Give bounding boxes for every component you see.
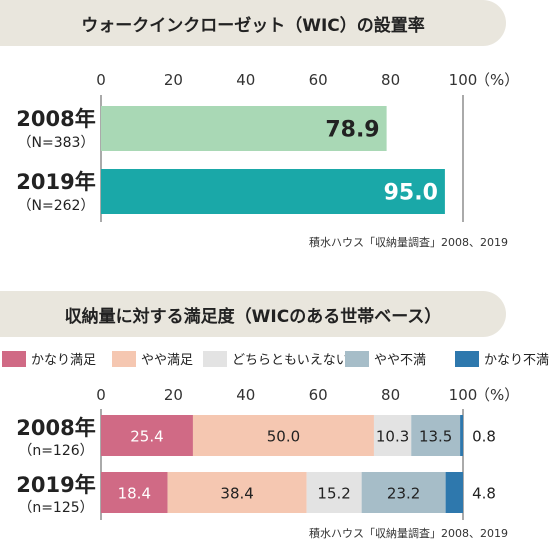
chart1-title: ウォークインクローゼット（WIC）の設置率 — [0, 0, 506, 46]
chart2-legend-label: やや満足 — [141, 353, 193, 368]
chart2-x-tick-label: 60 — [309, 386, 328, 404]
chart2-value-label: 38.4 — [220, 485, 253, 503]
chart2-bar-segment — [306, 472, 362, 513]
chart2-row-year-label: 2019年 — [16, 473, 95, 497]
chart2-bar-segment — [460, 415, 463, 456]
chart2-x-tick-label: 40 — [236, 386, 255, 404]
chart2-bar-segment — [167, 472, 307, 513]
chart2-legend-label: かなり満足 — [31, 353, 96, 368]
chart2-legend-swatch — [455, 351, 479, 367]
chart2-unit-label: （%） — [475, 386, 519, 404]
chart2-bar-segment — [192, 415, 374, 456]
chart2-title: 収納量に対する満足度（WICのある世帯ベース） — [0, 291, 506, 337]
chart1-bar — [101, 106, 387, 151]
chart2-legend-label: やや不満 — [374, 353, 426, 368]
chart1-value-label: 78.9 — [325, 118, 379, 143]
chart2-source: 積水ハウス「収納量調査」2008、2019 — [309, 526, 508, 540]
chart2-bar-segment — [101, 415, 193, 456]
chart1-value-label: 95.0 — [384, 181, 438, 206]
chart2-row-n-label: （n=126） — [18, 443, 93, 459]
chart2-value-label: 13.5 — [419, 428, 452, 446]
chart2-bar-segment — [361, 472, 446, 513]
chart2-value-label: 10.3 — [376, 428, 409, 446]
chart1-x-tick-label: 0 — [96, 71, 106, 89]
chart1-x-tick-label: 20 — [164, 71, 183, 89]
chart2-x-tick-label: 80 — [381, 386, 400, 404]
chart1-x-tick-label: 100 — [449, 71, 478, 89]
chart1-row-year-label: 2008年 — [16, 107, 95, 131]
chart2-value-label: 23.2 — [387, 485, 420, 503]
chart2-bar-segment — [445, 472, 463, 513]
chart1-row-n-label: （N=262） — [18, 198, 95, 214]
chart1-source: 積水ハウス「収納量調査」2008、2019 — [309, 235, 508, 249]
chart2-value-label: 25.4 — [130, 428, 163, 446]
chart2-legend-label: かなり不満 — [484, 353, 549, 368]
chart2-value-label: 4.8 — [472, 485, 496, 503]
chart2-value-label: 50.0 — [267, 428, 300, 446]
chart2-x-tick-label: 0 — [96, 386, 106, 404]
chart2-row-year-label: 2008年 — [16, 416, 95, 440]
chart1-unit-label: （%） — [475, 71, 519, 89]
chart2-x-tick-label: 100 — [449, 386, 478, 404]
chart2-value-label: 0.8 — [472, 428, 496, 446]
chart1-x-tick-label: 80 — [381, 71, 400, 89]
chart2-x-tick-label: 20 — [164, 386, 183, 404]
chart2-bar-segment — [373, 415, 412, 456]
chart1-x-tick-label: 40 — [236, 71, 255, 89]
chart2-legend-swatch — [203, 351, 227, 367]
chart2-bar-segment — [411, 415, 461, 456]
chart2-legend-swatch — [2, 351, 26, 367]
chart1-bar — [101, 169, 445, 214]
chart1-row-year-label: 2019年 — [16, 170, 95, 194]
chart2-legend-label: どちらともいえない — [232, 353, 349, 368]
chart2-value-label: 15.2 — [317, 485, 350, 503]
chart1-row-n-label: （N=383） — [18, 135, 95, 151]
chart1-x-tick-label: 60 — [309, 71, 328, 89]
chart2-bar-segment — [101, 472, 168, 513]
chart2-value-label: 18.4 — [118, 485, 151, 503]
chart2-legend-swatch — [112, 351, 136, 367]
chart2-legend-swatch — [345, 351, 369, 367]
chart2-row-n-label: （n=125） — [18, 500, 93, 516]
